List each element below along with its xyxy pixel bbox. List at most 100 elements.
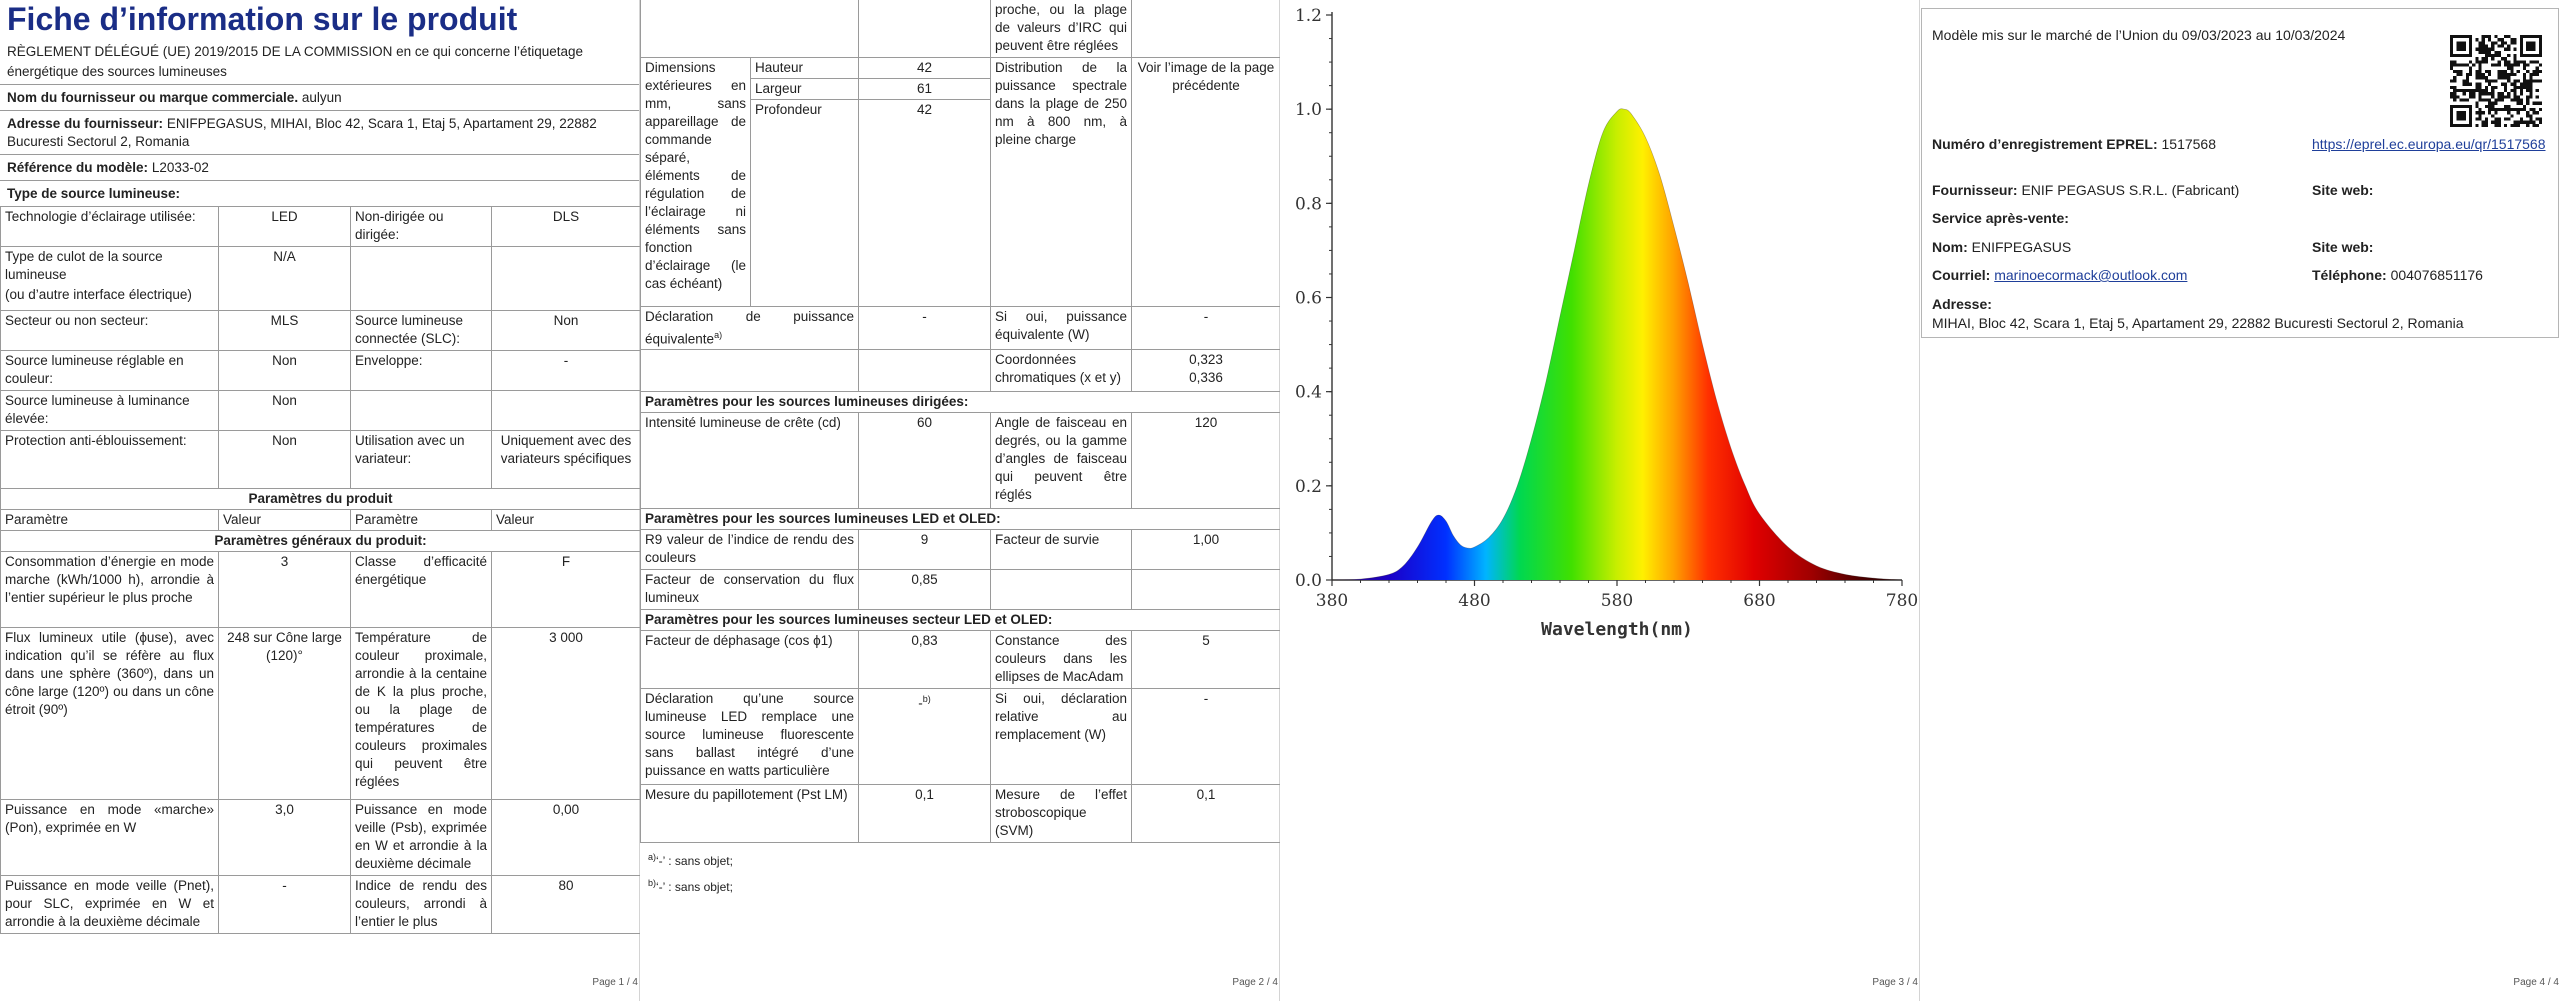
qr-module	[2522, 63, 2527, 67]
macadam-label: Constance des couleurs dans les ellipses…	[990, 630, 1132, 689]
qr-module	[2510, 66, 2514, 70]
phone-value: 004076851176	[2390, 267, 2483, 283]
supplier-name-line: Nom du fournisseur ou marque commerciale…	[0, 84, 639, 110]
qr-module	[2475, 104, 2479, 108]
qr-module	[2484, 120, 2489, 124]
qr-module	[2484, 79, 2489, 83]
qr-module	[2481, 60, 2485, 64]
qr-module	[2529, 95, 2533, 99]
qr-module	[2535, 117, 2539, 121]
cell-value: 3,0	[218, 799, 351, 876]
qr-module	[2510, 63, 2514, 67]
y-tick-label: 0.8	[1295, 194, 1322, 214]
culot-label-extra: (ou d’autre interface électrique)	[5, 287, 192, 302]
qr-module	[2503, 73, 2508, 77]
qr-module	[2453, 79, 2457, 83]
qr-module	[2450, 66, 2454, 70]
page-number: Page 4 / 4	[2513, 977, 2559, 988]
cell-value: 3	[218, 551, 351, 628]
equiv2-value: -	[1131, 305, 1281, 350]
qr-module	[2478, 60, 2482, 64]
qr-module	[2481, 73, 2485, 77]
qr-module	[2526, 88, 2530, 93]
qr-module	[2510, 123, 2514, 127]
survival-label: Facteur de survie	[990, 529, 1132, 570]
qr-module	[2535, 79, 2539, 83]
footnote-mark: b)	[922, 694, 931, 704]
directed-heading: Paramètres pour les sources lumineuses d…	[640, 391, 1281, 413]
qr-module	[2513, 85, 2517, 89]
source-type-heading: Type de source lumineuse:	[0, 180, 639, 206]
qr-module	[2516, 63, 2520, 67]
qr-module	[2529, 73, 2533, 77]
website-label: Site web:	[2312, 182, 2374, 198]
qr-module	[2500, 69, 2504, 74]
qr-module	[2488, 111, 2492, 115]
qr-module	[2513, 63, 2517, 67]
qr-module	[2526, 85, 2530, 89]
qr-module	[2513, 107, 2517, 112]
qr-module	[2469, 92, 2473, 96]
qr-module	[2465, 98, 2470, 102]
qr-module	[2488, 82, 2492, 86]
qr-module	[2475, 57, 2479, 61]
qr-module	[2450, 85, 2454, 89]
email-link[interactable]: marinoecormack@outlook.com	[1994, 267, 2188, 283]
cell-label	[350, 246, 492, 311]
spectrum-area	[1332, 108, 1902, 581]
qr-module	[2494, 98, 2498, 102]
qr-module	[2500, 95, 2504, 99]
cell-value: 248 sur Cône large (120)°	[218, 627, 351, 800]
maint-value: 0,85	[858, 569, 991, 610]
x-tick-label: 480	[1458, 591, 1490, 611]
qr-module	[2516, 111, 2520, 115]
table-row: Puissance en mode «marche» (Pon), exprim…	[0, 799, 641, 876]
qr-module	[2513, 123, 2517, 127]
service-label: Service après-vente:	[1932, 210, 2069, 226]
replace-value: -b)	[858, 688, 991, 785]
culot-label: Type de culot de la source lumineuse	[5, 249, 163, 282]
table-row: Intensité lumineuse de crête (cd) 60 Ang…	[640, 412, 1281, 509]
eprel-link[interactable]: https://eprel.ec.europa.eu/qr/1517568	[2312, 136, 2546, 152]
qr-module	[2462, 92, 2466, 96]
footnote-a-text: ‘-’ : sans objet;	[656, 854, 733, 868]
qr-module	[2475, 38, 2479, 42]
table-row: Coordonnées chromatiques (x et y) 0,323 0…	[640, 349, 1281, 392]
beam-label: Angle de faisceau en degrés, ou la gamme…	[990, 412, 1132, 509]
qr-module	[2472, 95, 2476, 99]
qr-module	[2450, 60, 2454, 64]
qr-module	[2481, 47, 2485, 51]
qr-finder	[2519, 35, 2523, 58]
qr-module	[2519, 107, 2523, 112]
footnote-b-mark: b)	[648, 878, 657, 888]
qr-module	[2450, 95, 2454, 99]
qr-module	[2535, 101, 2539, 105]
qr-module	[2472, 63, 2476, 67]
qr-module	[2500, 82, 2504, 86]
qr-module	[2538, 63, 2542, 67]
qr-module	[2503, 47, 2508, 51]
pf-label: Facteur de déphasage (cos ϕ1)	[640, 630, 859, 689]
qr-module	[2481, 98, 2485, 102]
qr-module	[2481, 120, 2485, 124]
qr-module	[2472, 88, 2476, 93]
qr-module	[2500, 98, 2504, 102]
address-label: Adresse:	[1932, 296, 1992, 312]
cell-label: Température de couleur proximale, arrond…	[350, 627, 492, 800]
qr-module	[2475, 111, 2479, 115]
qr-module	[2488, 73, 2492, 77]
cell-empty	[640, 349, 859, 392]
qr-module	[2488, 50, 2492, 55]
cell-label: Classe d’efficacité énergétique	[350, 551, 492, 628]
cell-empty	[858, 349, 991, 392]
service-name-line: Nom: ENIFPEGASUS	[1932, 238, 2071, 256]
qr-module	[2497, 73, 2501, 77]
qr-module	[2503, 107, 2508, 112]
qr-module	[2522, 73, 2527, 77]
qr-module	[2526, 95, 2530, 99]
replace2-value: -	[1131, 688, 1281, 785]
qr-module	[2497, 123, 2501, 127]
website2-label: Site web:	[2312, 239, 2374, 255]
qr-module	[2526, 123, 2530, 127]
replace-label: Déclaration qu’une source lumineuse LED …	[640, 688, 859, 785]
